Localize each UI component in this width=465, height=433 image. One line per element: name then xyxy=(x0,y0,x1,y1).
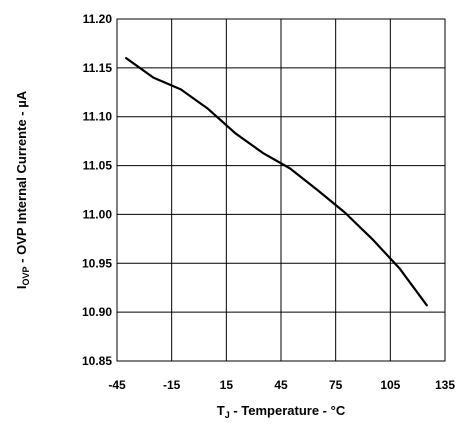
y-tick-label: 11.15 xyxy=(83,61,113,75)
x-axis-label-rest: - Temperature - °C xyxy=(230,403,346,418)
y-tick-label: 11.00 xyxy=(83,207,113,221)
x-tick-label: 135 xyxy=(435,378,455,392)
series-layer xyxy=(124,56,428,307)
x-tick-label: 75 xyxy=(329,378,343,392)
y-tick-label: 10.95 xyxy=(82,256,112,270)
x-tick-label: 105 xyxy=(380,378,400,392)
y-tick-label: 10.85 xyxy=(82,354,112,368)
x-tick-label: 45 xyxy=(274,378,288,392)
y-tick-label: 10.90 xyxy=(82,305,112,319)
tick-labels: -45 -15 15 45 75 105 135 10.85 10.90 10.95 11.00 11… xyxy=(82,12,455,392)
y-axis-label-rest: - OVP Internal Currente - µA xyxy=(14,90,29,266)
y-tick-label: 11.10 xyxy=(83,110,113,124)
x-axis-label-subscript: J xyxy=(225,410,230,420)
grid-lines xyxy=(117,19,445,361)
y-axis-label: IOVP - OVP Internal Currente - µA xyxy=(14,90,31,289)
series-line xyxy=(124,56,428,307)
x-tick-label: 15 xyxy=(220,378,234,392)
y-axis-label-subscript: OVP xyxy=(21,266,31,285)
plot-area xyxy=(116,18,446,362)
y-tick-label: 11.05 xyxy=(83,159,113,173)
x-axis-label-main: T xyxy=(217,403,225,418)
x-axis-label: TJ - Temperature - °C xyxy=(217,403,346,420)
x-tick-label: -15 xyxy=(163,378,181,392)
y-axis-label-main: I xyxy=(14,285,29,289)
y-tick-label: 11.20 xyxy=(83,12,113,26)
x-tick-label: -45 xyxy=(108,378,126,392)
